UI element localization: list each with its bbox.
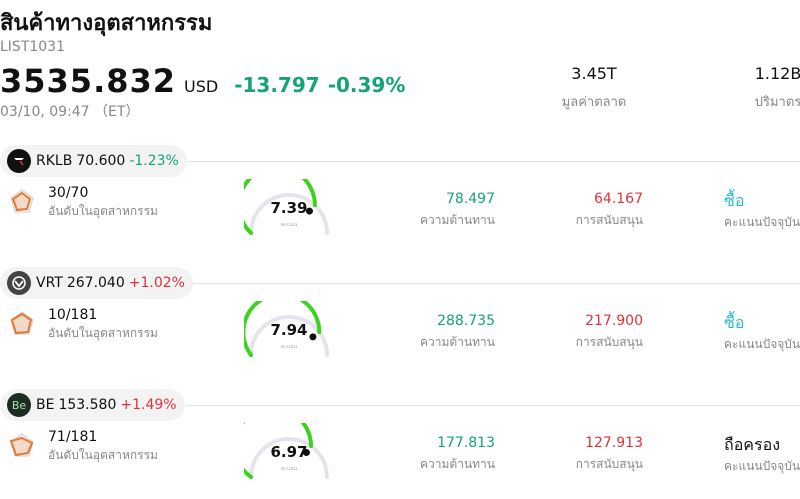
score-value: 7.39 <box>270 199 308 217</box>
score-gauge <box>244 301 329 357</box>
quote-datetime: 03/10, 09:47 （ET） <box>0 104 140 120</box>
stock-card-vrt[interactable]: VRT 267.040 +1.02% 10/181 อันดับในอุตสาห… <box>0 267 800 389</box>
rank-radar-icon <box>9 433 34 457</box>
industry-rank: 71/181 <box>48 429 98 445</box>
support-value: 64.167 <box>594 191 643 207</box>
industry-rank-label: อันดับในอุตสาหกรรม <box>48 326 158 340</box>
currency-label: USD <box>184 77 219 96</box>
resistance-value: 177.813 <box>437 435 495 451</box>
stock-card-rklb[interactable]: RKLB 70.600 -1.23% 30/70 อันดับในอุตสาหก… <box>0 145 800 267</box>
score-caption: คะแนน <box>280 222 298 228</box>
stock-symbol: BE <box>36 397 55 413</box>
stock-card-be[interactable]: Be BE 153.580 +1.49% 71/181 อันดับในอุตส… <box>0 389 800 499</box>
stock-change-pct: +1.02% <box>128 275 185 291</box>
stock-chip[interactable]: VRT 267.040 +1.02% <box>0 267 193 299</box>
support-value: 127.913 <box>585 435 643 451</box>
support-label: การสนับสนุน <box>575 213 643 227</box>
bloom-energy-logo-icon: Be <box>7 393 31 417</box>
resistance-label: ความต้านทาน <box>420 335 495 349</box>
score-value: 7.94 <box>270 321 308 339</box>
index-price: 3535.832 <box>0 62 177 100</box>
industry-rank-label: อันดับในอุตสาหกรรม <box>48 448 158 462</box>
stock-symbol: RKLB <box>36 153 73 169</box>
support-label: การสนับสนุน <box>575 335 643 349</box>
industry-rank: 10/181 <box>48 307 98 323</box>
resistance-value: 288.735 <box>437 313 495 329</box>
rating-value: ถือครอง <box>724 435 781 454</box>
market-cap-value: 3.45T <box>571 64 617 83</box>
volume-label: ปริมาตร <box>754 95 800 110</box>
volume-value: 1.12B <box>754 64 800 83</box>
divider <box>186 405 800 406</box>
market-cap-stat: 3.45T มูลค่าตลาด <box>554 64 634 112</box>
page-title: สินค้าทางอุตสาหกรรม <box>0 11 213 36</box>
list-code: LIST1031 <box>0 39 65 55</box>
logo-text: Be <box>11 398 27 412</box>
rocket-lab-logo-icon <box>7 149 31 173</box>
score-caption: คะแนน <box>280 344 298 350</box>
stock-change-pct: -1.23% <box>129 153 179 169</box>
stock-price: 153.580 <box>58 397 117 413</box>
resistance-label: ความต้านทาน <box>420 457 495 471</box>
stock-chip[interactable]: RKLB 70.600 -1.23% <box>0 145 187 177</box>
industry-rank: 30/70 <box>48 185 89 201</box>
market-cap-label: มูลค่าตลาด <box>561 95 627 110</box>
score-caption: คะแนน <box>280 466 298 472</box>
price-change: -13.797 <box>234 73 320 97</box>
rating-value: ซื้อ <box>724 313 745 332</box>
industry-rank-label: อันดับในอุตสาหกรรม <box>48 204 158 218</box>
score-gauge <box>244 423 329 479</box>
support-value: 217.900 <box>585 313 643 329</box>
divider <box>186 161 800 162</box>
resistance-label: ความต้านทาน <box>420 213 495 227</box>
rating-label: คะแนนปัจจุบัน <box>724 337 800 351</box>
score-value: 6.97 <box>270 443 308 461</box>
price-change-pct: -0.39% <box>327 73 406 97</box>
rating-label: คะแนนปัจจุบัน <box>724 459 800 473</box>
stock-price: 267.040 <box>66 275 125 291</box>
resistance-value: 78.497 <box>446 191 495 207</box>
rank-radar-icon <box>10 311 34 335</box>
stock-price: 70.600 <box>76 153 126 169</box>
rank-radar-icon <box>10 189 34 213</box>
price-row: 3535.832 USD -13.797 -0.39% <box>0 62 405 102</box>
stock-symbol: VRT <box>36 275 63 291</box>
divider <box>186 283 800 284</box>
volume-stat: 1.12B ปริมาตร <box>748 64 800 112</box>
vertiv-logo-icon <box>7 271 31 295</box>
rating-value: ซื้อ <box>724 191 745 210</box>
support-label: การสนับสนุน <box>575 457 643 471</box>
rating-label: คะแนนปัจจุบัน <box>724 215 800 229</box>
stock-chip[interactable]: Be BE 153.580 +1.49% <box>0 389 185 421</box>
score-gauge <box>244 179 329 235</box>
stock-change-pct: +1.49% <box>120 397 177 413</box>
